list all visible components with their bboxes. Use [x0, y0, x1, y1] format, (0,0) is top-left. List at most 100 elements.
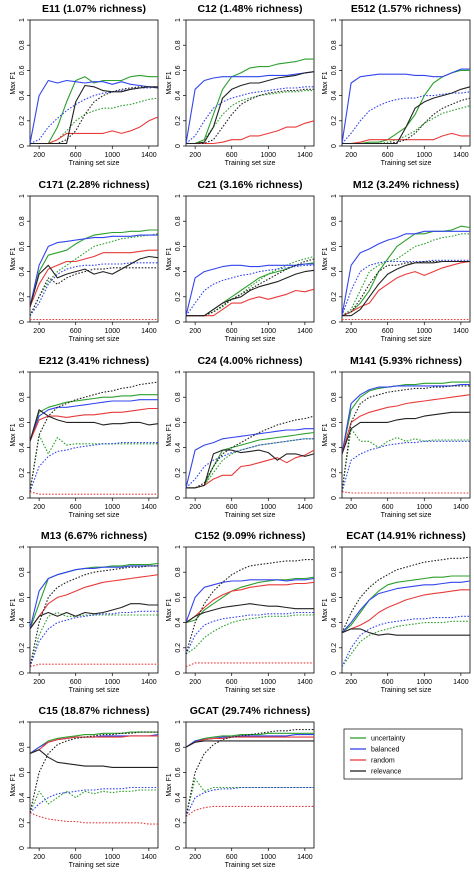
x-axis-label: Training set size: [225, 336, 276, 343]
x-tick-label: 600: [382, 504, 394, 511]
y-tick-label: 0.8: [19, 40, 26, 50]
series-line-balanced-solid: [341, 68, 470, 144]
y-tick-label: 0.2: [331, 468, 338, 478]
series-line-relevance-dotted: [29, 731, 158, 813]
y-tick-label: 1: [331, 194, 338, 198]
series-line-random-solid: [29, 574, 159, 630]
x-tick-label: 1400: [453, 679, 469, 686]
y-tick-label: 0.6: [175, 241, 182, 251]
plot-frame: [29, 195, 159, 323]
plot-frame: [29, 721, 159, 849]
panel-9: M13 (6.67% richness) 0 0.2 0.4 0.6 0.8 1 200 600…: [10, 530, 159, 694]
y-tick-label: 0: [19, 496, 26, 500]
panel-title: E512 (1.57% richness): [351, 3, 461, 15]
y-tick-label: 0.2: [19, 643, 26, 653]
y-tick-label: 0.4: [19, 267, 26, 277]
x-tick-label: 200: [189, 854, 201, 861]
y-tick-label: 0.2: [331, 643, 338, 653]
y-tick-label: 0.4: [19, 793, 26, 803]
plot-frame: [185, 721, 315, 849]
series-line-random-solid: [341, 589, 470, 634]
x-tick-label: 1400: [141, 328, 157, 335]
x-tick-label: 600: [70, 504, 82, 511]
series-line-random-dotted: [185, 662, 314, 668]
y-tick-label: 0.8: [175, 567, 182, 577]
plot-frame: [29, 546, 159, 674]
y-tick-label: 0.2: [175, 116, 182, 126]
series-line-balanced-solid: [185, 71, 315, 144]
panel-4: C21 (3.16% richness) 0 0.2 0.4 0.6 0.8 1 200 600…: [166, 179, 315, 343]
series-line-random-solid: [186, 449, 315, 489]
y-tick-label: 1: [19, 18, 26, 22]
x-tick-label: 1400: [141, 854, 157, 861]
y-tick-label: 1: [19, 545, 26, 549]
series-line-random-solid: [341, 394, 471, 455]
x-tick-label: 1000: [260, 328, 276, 335]
y-tick-label: 0.6: [19, 417, 26, 427]
y-tick-label: 0.8: [331, 40, 338, 50]
panel-title: C152 (9.09% richness): [195, 530, 306, 542]
series-line-relevance-solid: [186, 269, 315, 317]
y-tick-label: 1: [175, 720, 182, 724]
series-line-relevance-solid: [29, 603, 158, 630]
series-line-balanced-dotted: [185, 264, 314, 317]
x-tick-label: 1000: [104, 504, 120, 511]
x-tick-label: 1000: [260, 679, 276, 686]
x-tick-label: 1000: [260, 854, 276, 861]
series-line-random-dotted: [29, 663, 158, 668]
x-axis-label: Training set size: [381, 687, 432, 694]
y-tick-label: 0.4: [19, 618, 26, 628]
y-tick-label: 1: [175, 545, 182, 549]
x-tick-label: 1400: [141, 152, 157, 159]
series-line-uncertainty-solid: [185, 732, 314, 748]
y-tick-label: 0.2: [175, 818, 182, 828]
series-line-uncertainty-solid: [186, 58, 314, 145]
panel-1: C12 (1.48% richness) 0 0.2 0.4 0.6 0.8 1 200 600…: [166, 3, 315, 167]
y-tick-label: 0: [175, 846, 182, 850]
y-tick-label: 0.2: [19, 116, 26, 126]
x-axis-label: Training set size: [69, 862, 120, 869]
series-line-random-solid: [29, 249, 158, 308]
x-tick-label: 1000: [104, 854, 120, 861]
series-line-relevance-solid: [185, 603, 314, 624]
y-tick-label: 0.8: [19, 216, 26, 226]
y-tick-label: 0: [175, 671, 182, 675]
x-tick-label: 200: [33, 679, 45, 686]
x-tick-label: 1000: [416, 679, 432, 686]
x-tick-label: 600: [70, 854, 82, 861]
series-line-balanced-dotted: [185, 438, 314, 489]
series-line-balanced-dotted: [29, 442, 158, 492]
x-axis-label: Training set size: [69, 160, 120, 167]
x-tick-label: 1400: [453, 152, 469, 159]
y-tick-label: 0.4: [175, 91, 182, 101]
x-tick-label: 600: [226, 854, 238, 861]
series-line-random-dotted: [29, 491, 158, 495]
series-line-balanced-dotted: [29, 262, 158, 317]
y-tick-label: 0.6: [175, 592, 182, 602]
y-tick-label: 1: [331, 370, 338, 374]
y-tick-label: 0.2: [19, 468, 26, 478]
x-tick-label: 1000: [104, 328, 120, 335]
series-line-relevance-solid: [341, 411, 470, 455]
y-tick-label: 0: [175, 144, 182, 148]
x-tick-label: 1000: [416, 152, 432, 159]
x-tick-label: 1000: [104, 679, 120, 686]
y-tick-label: 0.8: [331, 216, 338, 226]
y-tick-label: 0.2: [331, 292, 338, 302]
x-tick-label: 1400: [141, 679, 157, 686]
series-line-uncertainty-solid: [342, 69, 470, 145]
y-tick-label: 0.4: [331, 618, 338, 628]
x-axis-label: Training set size: [225, 160, 276, 167]
series-line-relevance-solid: [185, 740, 314, 748]
y-tick-label: 1: [331, 545, 338, 549]
x-tick-label: 1000: [260, 504, 276, 511]
panel-title: GCAT (29.74% richness): [190, 705, 311, 717]
panel-3: C171 (2.28% richness) 0 0.2 0.4 0.6 0.8 1 200 60…: [10, 179, 159, 343]
y-axis-label: Max F1: [166, 423, 173, 446]
y-tick-label: 0.6: [19, 65, 26, 75]
y-tick-label: 0.8: [175, 742, 182, 752]
series-line-uncertainty-dotted: [186, 255, 315, 317]
x-tick-label: 200: [345, 679, 357, 686]
x-tick-label: 200: [189, 679, 201, 686]
y-tick-label: 0: [175, 320, 182, 324]
